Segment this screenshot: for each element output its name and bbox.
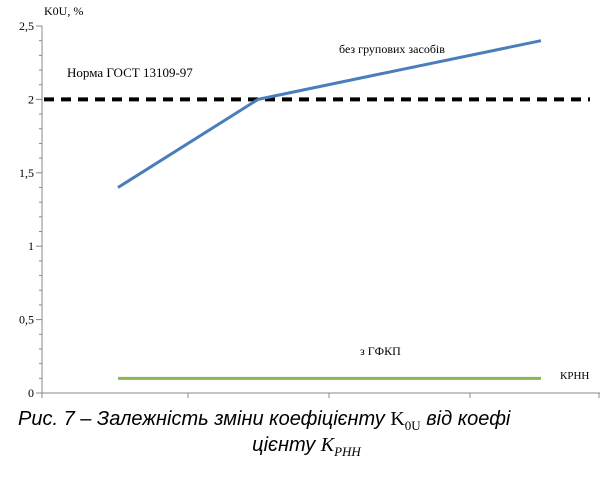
y-axis-label: K0U, % (44, 4, 83, 18)
y-tick-label: 2,5 (19, 19, 34, 33)
y-tick-label: 0 (28, 386, 34, 400)
y-tick-labels: 0 0,5 1 1,5 2 2,5 (19, 19, 34, 400)
reference-line-label: Норма ГОСТ 13109-97 (67, 65, 193, 80)
y-axis-ticks (36, 25, 600, 398)
series-label-gfkp: з ГФКП (360, 344, 401, 358)
figure-caption-line2: цієнту KРНН (252, 434, 361, 459)
figure-caption-line1: Рис. 7 – Залежність зміни коефіцієнту K0… (18, 408, 511, 433)
series-line-0 (117, 39, 542, 189)
series-lines (117, 39, 542, 380)
y-tick-label: 0,5 (19, 313, 34, 327)
x-axis-label: КРНН (560, 370, 589, 382)
chart: 00,511,522,5 1,21,62,33,3 K0U, % КРНН Но… (19, 4, 600, 400)
series-label-no-group: без групових засобів (339, 42, 445, 56)
y-tick-label: 1 (28, 239, 34, 253)
y-tick-label: 1,5 (19, 166, 34, 180)
y-tick-label: 2 (28, 92, 34, 106)
